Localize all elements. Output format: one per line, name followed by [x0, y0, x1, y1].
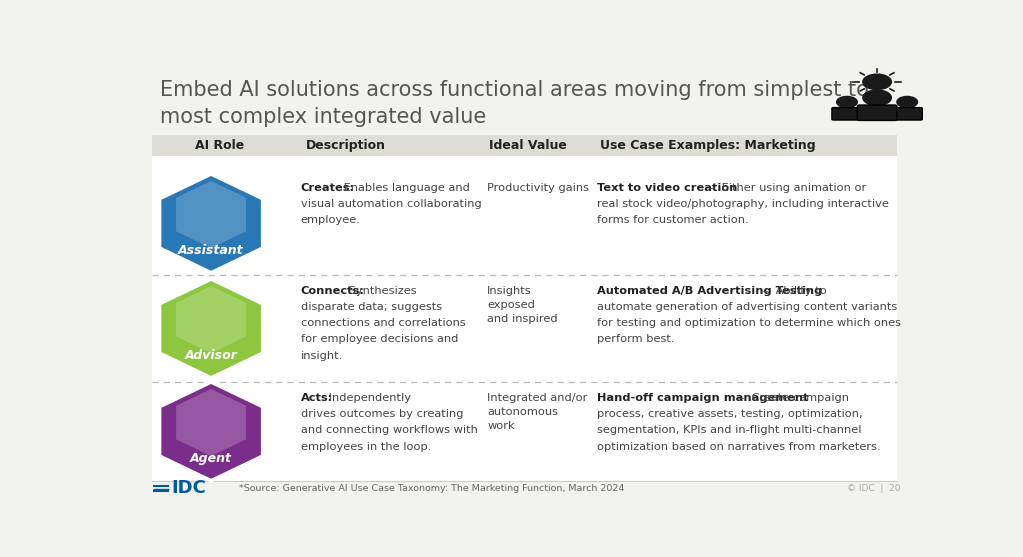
Text: segmentation, KPIs and in-flight multi-channel: segmentation, KPIs and in-flight multi-c…: [597, 426, 861, 436]
Text: disparate data; suggests: disparate data; suggests: [301, 302, 442, 312]
Text: Text to video creation: Text to video creation: [597, 183, 738, 193]
FancyBboxPatch shape: [893, 108, 923, 120]
Text: for testing and optimization to determine which ones: for testing and optimization to determin…: [597, 318, 901, 328]
Text: © IDC  |  20: © IDC | 20: [847, 483, 901, 492]
Text: Creates:: Creates:: [301, 183, 355, 193]
Text: Hand-off campaign management: Hand-off campaign management: [597, 393, 809, 403]
Polygon shape: [160, 382, 263, 481]
FancyBboxPatch shape: [832, 108, 861, 120]
Text: Embed AI solutions across functional areas moving from simplest to
most complex : Embed AI solutions across functional are…: [160, 80, 869, 127]
Text: Automated A/B Advertising Testing: Automated A/B Advertising Testing: [597, 286, 822, 296]
Text: Acts:: Acts:: [301, 393, 332, 403]
Circle shape: [837, 96, 857, 108]
Circle shape: [862, 90, 891, 105]
FancyBboxPatch shape: [151, 135, 897, 481]
Text: Integrated and/or
autonomous
work: Integrated and/or autonomous work: [487, 393, 587, 431]
Text: AI Role: AI Role: [195, 139, 244, 152]
Text: Use Case Examples: Marketing: Use Case Examples: Marketing: [599, 139, 815, 152]
Text: Assistant: Assistant: [178, 244, 243, 257]
Text: employee.: employee.: [301, 215, 360, 225]
Text: Agent: Agent: [190, 452, 232, 465]
Polygon shape: [160, 174, 263, 273]
Text: *Source: Generative AI Use Case Taxonomy: The Marketing Function, March 2024: *Source: Generative AI Use Case Taxonomy…: [239, 483, 624, 492]
Text: Enables language and: Enables language and: [340, 183, 470, 193]
Circle shape: [897, 96, 918, 108]
Text: Productivity gains: Productivity gains: [487, 183, 589, 193]
Text: –  Ability to: – Ability to: [759, 286, 828, 296]
Text: real stock video/photography, including interactive: real stock video/photography, including …: [597, 199, 889, 209]
Polygon shape: [176, 286, 247, 353]
Text: drives outcomes by creating: drives outcomes by creating: [301, 409, 463, 419]
Polygon shape: [176, 181, 247, 248]
Text: for employee decisions and: for employee decisions and: [301, 334, 458, 344]
Text: IDC: IDC: [172, 479, 207, 497]
Text: forms for customer action.: forms for customer action.: [597, 215, 749, 225]
Text: Connects:: Connects:: [301, 286, 364, 296]
FancyBboxPatch shape: [857, 105, 897, 120]
Text: perform best.: perform best.: [597, 334, 675, 344]
Text: process, creative assets, testing, optimization,: process, creative assets, testing, optim…: [597, 409, 862, 419]
Text: –  Either using animation or: – Either using animation or: [706, 183, 866, 193]
Circle shape: [862, 74, 891, 90]
Polygon shape: [160, 279, 263, 378]
FancyBboxPatch shape: [151, 135, 897, 155]
Text: Ideal Value: Ideal Value: [489, 139, 567, 152]
Text: Description: Description: [306, 139, 387, 152]
Text: optimization based on narratives from marketers.: optimization based on narratives from ma…: [597, 442, 881, 452]
Text: and connecting workflows with: and connecting workflows with: [301, 426, 478, 436]
Text: insight.: insight.: [301, 351, 343, 361]
Text: –  Create campaign: – Create campaign: [735, 393, 849, 403]
Text: Independently: Independently: [325, 393, 411, 403]
Text: automate generation of advertising content variants: automate generation of advertising conte…: [597, 302, 897, 312]
Text: connections and correlations: connections and correlations: [301, 318, 465, 328]
Text: visual automation collaborating: visual automation collaborating: [301, 199, 482, 209]
Text: Insights
exposed
and inspired: Insights exposed and inspired: [487, 286, 558, 324]
Text: Advisor: Advisor: [185, 349, 237, 362]
Polygon shape: [176, 389, 247, 456]
Text: Synthesizes: Synthesizes: [345, 286, 416, 296]
Text: employees in the loop.: employees in the loop.: [301, 442, 431, 452]
